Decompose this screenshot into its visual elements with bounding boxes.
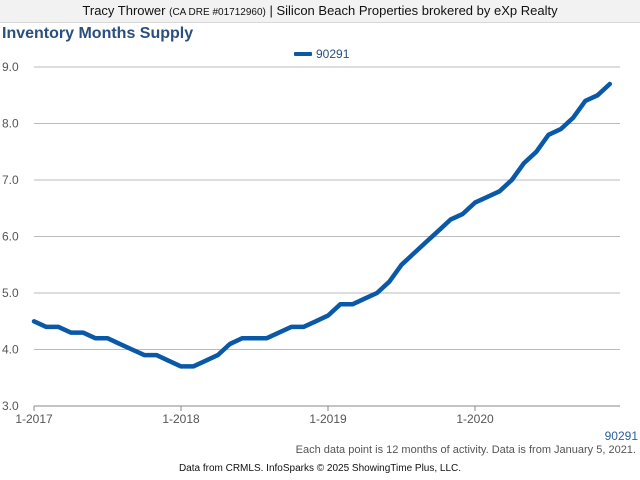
series-end-label: 90291	[604, 429, 638, 443]
y-tick-label: 8.0	[2, 117, 19, 131]
agent-name: Tracy Thrower	[82, 3, 166, 18]
legend[interactable]: 90291	[294, 46, 349, 62]
x-tick-label: 1-2017	[15, 412, 53, 426]
data-credits: Data from CRMLS. InfoSparks © 2025 Showi…	[178, 463, 462, 474]
legend-swatch	[294, 52, 312, 56]
chart-title: Inventory Months Supply	[2, 25, 194, 42]
y-tick-label: 3.0	[2, 399, 19, 413]
y-tick-label: 9.0	[2, 60, 19, 74]
x-tick-label: 1-2019	[309, 412, 347, 426]
x-tick-label: 1-2020	[456, 412, 494, 426]
y-tick-label: 7.0	[2, 173, 19, 187]
x-tick-label: 1-2018	[162, 412, 200, 426]
y-tick-label: 4.0	[2, 343, 19, 357]
y-tick-label: 6.0	[2, 230, 19, 244]
brokerage-name: Silicon Beach Properties brokered by eXp…	[276, 3, 558, 18]
series-line-90291[interactable]	[31, 81, 613, 369]
legend-label: 90291	[316, 47, 350, 61]
header-bar: Tracy Thrower (CA DRE #01712960) | Silic…	[0, 0, 640, 23]
license-number: (CA DRE #01712960)	[169, 7, 266, 18]
data-footnote: Each data point is 12 months of activity…	[295, 444, 636, 456]
header-separator: |	[269, 3, 273, 18]
y-tick-label: 5.0	[2, 286, 19, 300]
